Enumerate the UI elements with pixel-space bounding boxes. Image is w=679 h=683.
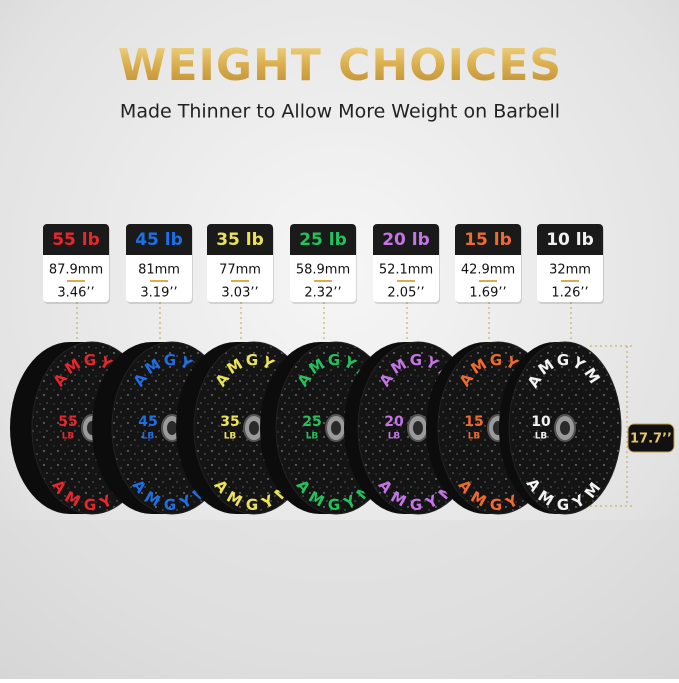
card-label: 25 lb [299, 230, 347, 250]
plate-unit: LB [306, 432, 319, 442]
plate-hole [167, 421, 177, 435]
card-header-base [537, 245, 603, 255]
card-in: 3.03’’ [221, 286, 258, 301]
card-label: 35 lb [216, 230, 264, 250]
card-header-base [373, 245, 439, 255]
plate-number: 15 [464, 414, 483, 430]
card-label: 45 lb [135, 230, 183, 250]
subtitle: Made Thinner to Allow More Weight on Bar… [120, 101, 560, 123]
card-header-base [43, 245, 109, 255]
size-card: 35 lb 77mm 3.03’’ [207, 224, 274, 304]
card-label: 15 lb [464, 230, 512, 250]
size-card: 15 lb 42.9mm 1.69’’ [455, 224, 522, 304]
floor [0, 520, 679, 679]
plate-number: 55 [58, 414, 77, 430]
plate-unit: LB [535, 432, 548, 442]
card-header-base [126, 245, 192, 255]
card-mm: 77mm [219, 263, 261, 278]
plate-unit: LB [142, 432, 155, 442]
size-card: 25 lb 58.9mm 2.32’’ [290, 224, 357, 304]
diameter-badge [627, 423, 675, 453]
cards: 55 lb 87.9mm 3.46’’ 45 lb 81mm 3.19’’ 35 lb 77m… [43, 224, 604, 304]
card-mm: 32mm [549, 263, 591, 278]
plate-unit: LB [62, 432, 75, 442]
size-card: 20 lb 52.1mm 2.05’’ [373, 224, 440, 304]
plate-number: 35 [220, 414, 239, 430]
card-in: 2.05’’ [387, 286, 424, 301]
plate-unit: LB [224, 432, 237, 442]
card-in: 2.32’’ [304, 286, 341, 301]
card-in: 3.19’’ [140, 286, 177, 301]
plates: AMGYMAMGYM55LBAMGYMAMGYM45LBAMGYMAMGYM35… [10, 302, 622, 515]
card-mm: 87.9mm [49, 263, 103, 278]
plate-unit: LB [388, 432, 401, 442]
plate-number: 10 [531, 414, 551, 430]
card-header-base [290, 245, 356, 255]
size-card: 55 lb 87.9mm 3.46’’ [43, 224, 110, 304]
card-mm: 42.9mm [461, 263, 515, 278]
plate-number: 25 [302, 414, 321, 430]
plate-unit: LB [468, 432, 481, 442]
plate-hole [560, 421, 570, 435]
plate-number: 45 [138, 414, 157, 430]
card-header-base [455, 245, 521, 255]
title: WEIGHT CHOICES [118, 40, 562, 91]
card-mm: 81mm [138, 263, 180, 278]
card-label: 20 lb [382, 230, 430, 250]
card-label: 10 lb [546, 230, 594, 250]
plate-hole [249, 421, 259, 435]
size-card: 45 lb 81mm 3.19’’ [126, 224, 193, 304]
card-mm: 52.1mm [379, 263, 433, 278]
plate-hole [331, 421, 341, 435]
size-card: 10 lb 32mm 1.26’’ [537, 224, 604, 304]
card-in: 3.46’’ [57, 286, 94, 301]
diameter-label: 17.7’’ [630, 432, 672, 447]
plate-hole [413, 421, 423, 435]
card-in: 1.26’’ [551, 286, 588, 301]
plate-number: 20 [384, 414, 404, 430]
card-in: 1.69’’ [469, 286, 506, 301]
card-label: 55 lb [52, 230, 100, 250]
card-mm: 58.9mm [296, 263, 350, 278]
card-header-base [207, 245, 273, 255]
